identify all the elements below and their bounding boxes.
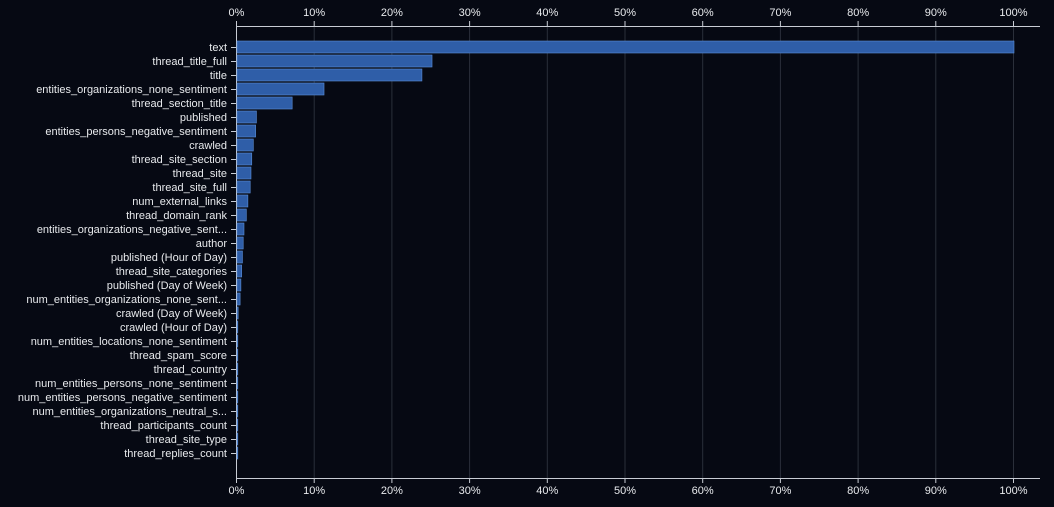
category-label-11: num_external_links (132, 196, 227, 208)
category-label-29: thread_replies_count (124, 448, 227, 460)
x-tick-label-bottom-1: 10% (303, 485, 325, 497)
category-label-19: crawled (Day of Week) (116, 308, 227, 320)
x-tick-label-top-2: 20% (381, 7, 403, 19)
bar-12[interactable] (236, 208, 247, 222)
bar-1[interactable] (236, 54, 433, 68)
category-label-20: crawled (Hour of Day) (120, 322, 227, 334)
bar-27[interactable] (236, 418, 239, 432)
category-label-26: num_entities_organizations_neutral_s... (33, 406, 227, 418)
x-tick-label-bottom-6: 60% (692, 485, 714, 497)
bar-14[interactable] (236, 236, 244, 250)
x-tick-label-top-0: 0% (229, 7, 245, 19)
category-label-7: crawled (189, 140, 227, 152)
bar-23[interactable] (236, 362, 239, 376)
category-label-5: published (180, 112, 227, 124)
category-label-17: published (Day of Week) (107, 280, 227, 292)
category-label-9: thread_site (173, 168, 227, 180)
category-label-24: num_entities_persons_none_sentiment (35, 378, 227, 390)
bar-18[interactable] (236, 292, 241, 306)
x-tick-label-top-4: 40% (536, 7, 558, 19)
bar-22[interactable] (236, 348, 239, 362)
category-label-1: thread_title_full (152, 56, 227, 68)
x-tick-label-top-7: 70% (769, 7, 791, 19)
gridlines (236, 26, 1014, 478)
category-label-2: title (210, 70, 227, 82)
category-label-23: thread_country (154, 364, 228, 376)
category-label-12: thread_domain_rank (126, 210, 227, 222)
bar-26[interactable] (236, 404, 239, 418)
x-tick-label-top-1: 10% (303, 7, 325, 19)
category-label-27: thread_participants_count (100, 420, 227, 432)
bar-21[interactable] (236, 334, 239, 348)
category-label-8: thread_site_section (132, 154, 227, 166)
bar-4[interactable] (236, 96, 293, 110)
x-tick-label-top-5: 50% (614, 7, 636, 19)
x-tick-label-bottom-2: 20% (381, 485, 403, 497)
bar-13[interactable] (236, 222, 245, 236)
x-tick-label-bottom-10: 100% (999, 485, 1027, 497)
bar-20[interactable] (236, 320, 239, 334)
category-label-25: num_entities_persons_negative_sentiment (18, 392, 227, 404)
x-tick-label-bottom-9: 90% (925, 485, 947, 497)
bar-16[interactable] (236, 264, 242, 278)
bar-3[interactable] (236, 82, 325, 96)
category-label-14: author (196, 238, 228, 250)
bar-2[interactable] (236, 68, 423, 82)
bar-19[interactable] (236, 306, 239, 320)
bar-25[interactable] (236, 390, 239, 404)
category-label-10: thread_site_full (152, 182, 227, 194)
bar-10[interactable] (236, 180, 251, 194)
x-tick-label-top-9: 90% (925, 7, 947, 19)
category-label-16: thread_site_categories (116, 266, 228, 278)
bar-17[interactable] (236, 278, 242, 292)
x-tick-label-top-8: 80% (847, 7, 869, 19)
bar-15[interactable] (236, 250, 243, 264)
category-label-15: published (Hour of Day) (111, 252, 227, 264)
category-label-6: entities_persons_negative_sentiment (45, 126, 227, 138)
bar-28[interactable] (236, 432, 239, 446)
x-tick-label-top-6: 60% (692, 7, 714, 19)
x-tick-label-bottom-4: 40% (536, 485, 558, 497)
category-label-0: text (209, 42, 227, 54)
bar-0[interactable] (236, 40, 1015, 54)
category-label-28: thread_site_type (146, 434, 227, 446)
bar-7[interactable] (236, 138, 254, 152)
category-label-13: entities_organizations_negative_sent... (37, 224, 227, 236)
category-label-21: num_entities_locations_none_sentiment (31, 336, 227, 348)
x-tick-label-bottom-3: 30% (459, 485, 481, 497)
x-tick-label-bottom-0: 0% (229, 485, 245, 497)
category-label-22: thread_spam_score (130, 350, 227, 362)
category-label-3: entities_organizations_none_sentiment (36, 84, 227, 96)
category-label-18: num_entities_organizations_none_sent... (26, 294, 227, 306)
category-label-4: thread_section_title (132, 98, 227, 110)
bar-8[interactable] (236, 152, 253, 166)
axes: 0% 0% 10% 10% 20% 20% 30% 30% 40% 40% 50% 50% 60% 60%… (229, 7, 1040, 497)
x-tick-label-top-10: 100% (999, 7, 1027, 19)
bar-11[interactable] (236, 194, 249, 208)
x-tick-label-bottom-8: 80% (847, 485, 869, 497)
bar-6[interactable] (236, 124, 256, 138)
x-tick-label-top-3: 30% (459, 7, 481, 19)
bar-24[interactable] (236, 376, 239, 390)
x-tick-label-bottom-5: 50% (614, 485, 636, 497)
bars (236, 40, 1015, 460)
bar-29[interactable] (236, 446, 239, 460)
x-tick-label-bottom-7: 70% (769, 485, 791, 497)
bar-5[interactable] (236, 110, 257, 124)
bar-9[interactable] (236, 166, 252, 180)
